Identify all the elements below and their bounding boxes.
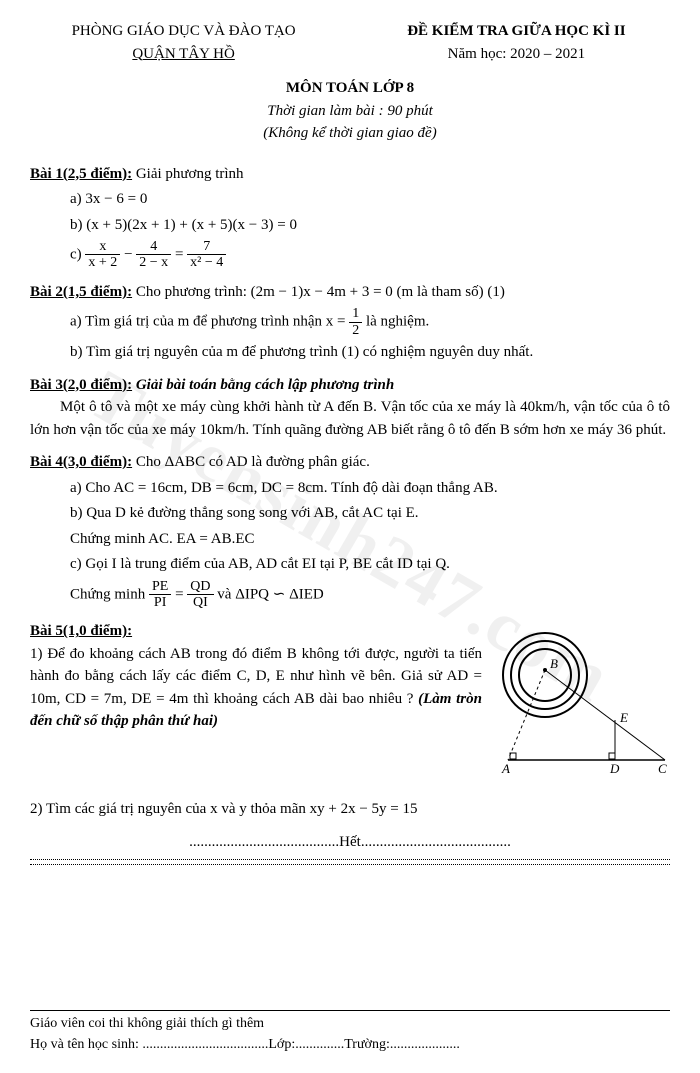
footer: Giáo viên coi thi không giải thích gì th…	[30, 1008, 670, 1055]
bai4-c1: c) Gọi I là trung điểm của AB, AD cắt EI…	[30, 553, 670, 576]
eq2: =	[175, 586, 187, 602]
bai1: Bài 1(2,5 điểm): Giải phương trình a) 3x…	[30, 163, 670, 271]
bai3: Bài 3(2,0 điểm): Giải bài toán bằng cách…	[30, 374, 670, 442]
bai4-head: Bài 4(3,0 điểm):	[30, 454, 132, 470]
bai5-diagram: B A D C E	[490, 620, 670, 780]
dotted-1	[30, 859, 670, 860]
dotted-2	[30, 864, 670, 865]
bai1-text: Giải phương trình	[132, 166, 243, 182]
frac-3: 7x² − 4	[187, 239, 226, 271]
bai2-a-pre: a) Tìm giá trị của m để phương trình nhậ…	[70, 314, 349, 330]
label-e: E	[619, 710, 628, 725]
bai2-text: Cho phương trình: (2m − 1)x − 4m + 3 = 0…	[132, 284, 505, 300]
district-line: QUẬN TÂY HỒ	[30, 43, 337, 66]
bai3-body: Một ô tô và một xe máy cùng khởi hành từ…	[30, 396, 670, 441]
bai1-head: Bài 1(2,5 điểm):	[30, 166, 132, 182]
bai4: Bài 4(3,0 điểm): Cho ΔABC có AD là đường…	[30, 451, 670, 610]
eq: =	[175, 246, 187, 262]
footer-rule	[30, 1010, 670, 1011]
duration-line: Thời gian làm bài : 90 phút	[30, 100, 670, 123]
frac-half: 12	[349, 306, 362, 338]
label-c: C	[658, 761, 667, 776]
bai4-a: a) Cho AC = 16cm, DB = 6cm, DC = 8cm. Tí…	[30, 477, 670, 500]
frac-qd: QDQI	[187, 579, 213, 611]
bai5-p1: 1) Để đo khoảng cách AB trong đó điểm B …	[30, 646, 482, 707]
footer-line1: Giáo viên coi thi không giải thích gì th…	[30, 1013, 670, 1034]
bai2-b: b) Tìm giá trị nguyên của m để phương tr…	[30, 341, 670, 364]
bai3-head: Bài 3(2,0 điểm):	[30, 377, 132, 393]
header-right: ĐỀ KIỂM TRA GIỮA HỌC KÌ II Năm học: 2020…	[363, 20, 670, 65]
bai5-p2: 2) Tìm các giá trị nguyên của x và y thỏ…	[30, 798, 670, 821]
frac-1: xx + 2	[85, 239, 120, 271]
bai4-c2-post: và ΔIPQ ∽ ΔIED	[217, 586, 323, 602]
bai1-a: a) 3x − 6 = 0	[30, 188, 670, 211]
header-left: PHÒNG GIÁO DỤC VÀ ĐÀO TẠO QUẬN TÂY HỒ	[30, 20, 337, 65]
label-a: A	[501, 761, 510, 776]
label-d: D	[609, 761, 620, 776]
bai5: B A D C E Bài 5(1,0 điểm): 1) Để đo khoả…	[30, 620, 670, 821]
exam-title: ĐỀ KIỂM TRA GIỮA HỌC KÌ II	[363, 20, 670, 43]
bai2-a: a) Tìm giá trị của m để phương trình nhậ…	[30, 306, 670, 338]
minus: −	[124, 246, 136, 262]
footer-line2: Họ và tên học sinh: ....................…	[30, 1034, 670, 1055]
bai1-b: b) (x + 5)(2x + 1) + (x + 5)(x − 3) = 0	[30, 214, 670, 237]
bai1-c: c) xx + 2 − 42 − x = 7x² − 4	[30, 239, 670, 271]
bai1-c-label: c)	[70, 246, 85, 262]
year-line: Năm học: 2020 – 2021	[363, 43, 670, 66]
header-row: PHÒNG GIÁO DỤC VÀ ĐÀO TẠO QUẬN TÂY HỒ ĐỀ…	[30, 20, 670, 65]
dept-line: PHÒNG GIÁO DỤC VÀ ĐÀO TẠO	[30, 20, 337, 43]
bai4-b1: b) Qua D kẻ đường thẳng song song với AB…	[30, 502, 670, 525]
bai4-c2: Chứng minh PEPI = QDQI và ΔIPQ ∽ ΔIED	[30, 579, 670, 611]
label-b: B	[550, 656, 558, 671]
frac-2: 42 − x	[136, 239, 171, 271]
bai2-a-post: là nghiệm.	[366, 314, 429, 330]
frac-pe: PEPI	[149, 579, 171, 611]
bai4-text: Cho ΔABC có AD là đường phân giác.	[132, 454, 370, 470]
bai4-b2: Chứng minh AC. EA = AB.EC	[30, 528, 670, 551]
title-block: MÔN TOÁN LỚP 8 Thời gian làm bài : 90 ph…	[30, 77, 670, 145]
note-line: (Không kể thời gian giao đề)	[30, 122, 670, 145]
bai2: Bài 2(1,5 điểm): Cho phương trình: (2m −…	[30, 281, 670, 364]
bai3-title: Giải bài toán bằng cách lập phương trình	[132, 377, 394, 393]
bai5-head: Bài 5(1,0 điểm):	[30, 623, 132, 639]
bai4-c2-pre: Chứng minh	[70, 586, 149, 602]
end-line: ........................................…	[30, 831, 670, 854]
bai2-head: Bài 2(1,5 điểm):	[30, 284, 132, 300]
subject-line: MÔN TOÁN LỚP 8	[30, 77, 670, 100]
